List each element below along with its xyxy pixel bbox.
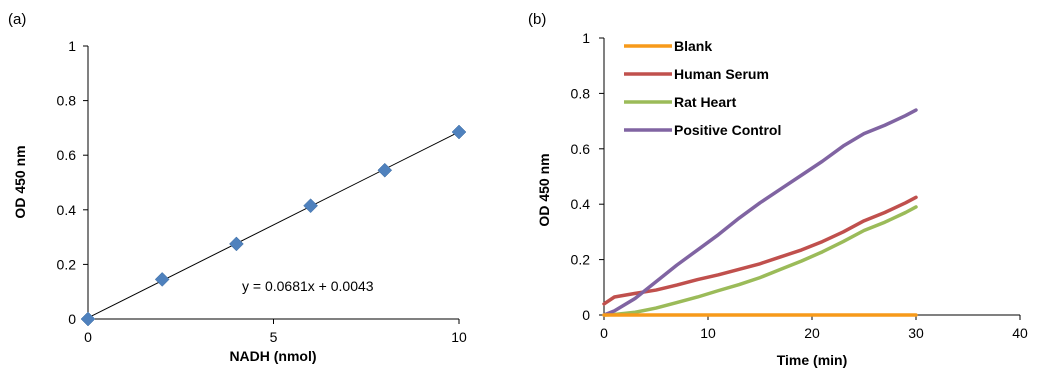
chart-b-series-human-serum — [602, 195, 918, 306]
chart-a: (a) 0 0.2 0.4 0.6 0.8 1 0 5 10 y = 0.0681x + 0.… — [8, 11, 467, 364]
chart-b-x-tick-label: 10 — [700, 325, 716, 341]
chart-b-x-tick-label: 0 — [600, 325, 608, 341]
chart-b-y-tick-label: 0 — [582, 307, 590, 323]
chart-b-y-ticks: 0 0.2 0.4 0.6 0.8 1 — [571, 30, 604, 323]
chart-a-y-tick-label: 0.4 — [57, 202, 77, 218]
legend-label: Human Serum — [674, 66, 769, 82]
chart-b-x-tick-label: 30 — [908, 325, 924, 341]
chart-a-y-tick-label: 0.8 — [57, 93, 77, 109]
chart-a-x-ticks: 0 5 10 — [84, 319, 467, 345]
chart-b-lines — [602, 108, 918, 317]
legend-label: Blank — [674, 38, 712, 54]
chart-a-point — [80, 311, 96, 327]
chart-b-ylabel: OD 450 nm — [536, 153, 552, 226]
chart-a-x-tick-label: 0 — [84, 329, 92, 345]
chart-a-points — [80, 124, 467, 327]
chart-b-x-tick-label: 20 — [804, 325, 820, 341]
panel-label-b: (b) — [528, 11, 546, 28]
chart-b: (b) 0 0.2 0.4 0.6 0.8 1 0 10 20 30 40 Blank Human … — [528, 11, 1028, 368]
chart-a-point — [377, 162, 393, 178]
chart-b-y-tick-label: 0.4 — [571, 196, 591, 212]
chart-b-y-tick-label: 0.6 — [571, 141, 591, 157]
chart-a-y-tick-label: 0 — [68, 311, 76, 327]
chart-a-point — [229, 236, 244, 252]
chart-b-y-tick-label: 0.8 — [571, 85, 591, 101]
chart-a-x-tick-label: 5 — [270, 329, 278, 345]
chart-a-y-tick-label: 1 — [68, 38, 76, 54]
legend-label: Rat Heart — [674, 94, 737, 110]
chart-a-point — [303, 198, 318, 214]
chart-a-y-tick-label: 0.6 — [57, 147, 77, 163]
chart-a-trendline — [87, 131, 460, 319]
chart-a-point — [154, 272, 170, 287]
chart-b-xlabel: Time (min) — [777, 352, 848, 368]
chart-b-series-rat-heart — [602, 205, 918, 317]
chart-a-ylabel: OD 450 nm — [12, 145, 28, 218]
chart-a-point — [451, 124, 467, 140]
panel-label-a: (a) — [8, 11, 26, 28]
chart-a-y-ticks: 0 0.2 0.4 0.6 0.8 1 — [57, 38, 88, 327]
chart-b-x-tick-label: 40 — [1012, 325, 1028, 341]
chart-b-y-tick-label: 0.2 — [571, 252, 591, 268]
chart-a-y-tick-label: 0.2 — [57, 256, 77, 272]
chart-a-xlabel: NADH (nmol) — [229, 348, 316, 364]
chart-b-legend: Blank Human Serum Rat Heart Positive Contro… — [624, 38, 781, 138]
chart-a-x-tick-label: 10 — [451, 329, 467, 345]
chart-b-x-ticks: 0 10 20 30 40 — [600, 315, 1028, 341]
chart-b-y-tick-label: 1 — [582, 30, 590, 46]
chart-b-series-positive-control — [602, 108, 918, 317]
legend-label: Positive Control — [674, 122, 781, 138]
chart-a-equation: y = 0.0681x + 0.0043 — [242, 278, 374, 294]
